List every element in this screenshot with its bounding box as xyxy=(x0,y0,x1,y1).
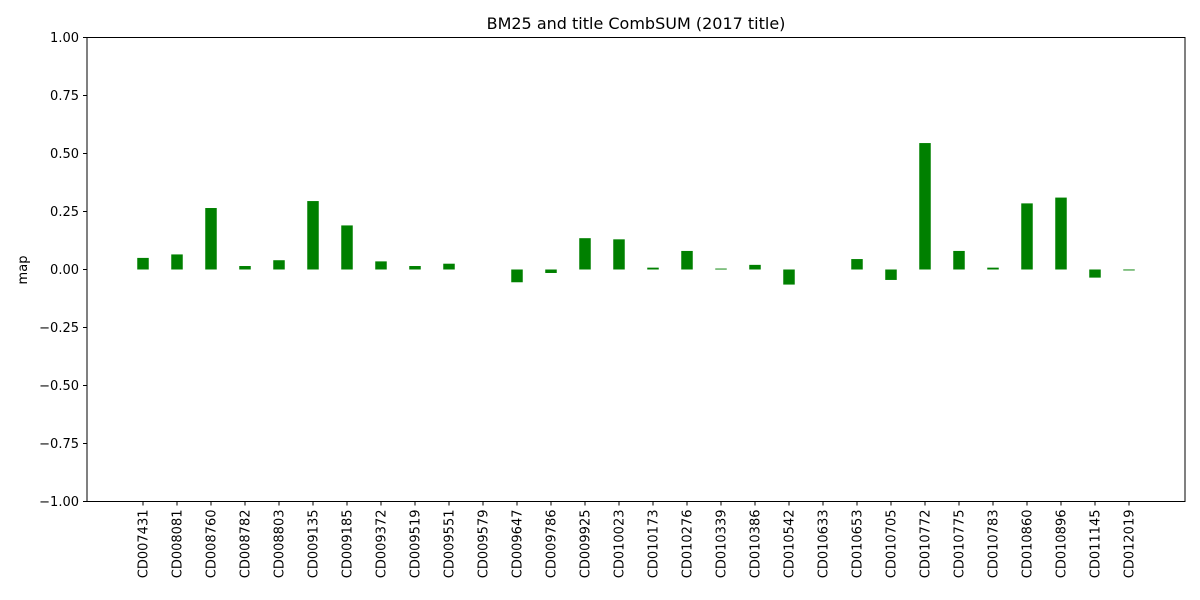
bar xyxy=(171,254,183,270)
x-tick-label: CD011145 xyxy=(1089,510,1104,579)
y-tick-label: −1.00 xyxy=(39,495,79,510)
y-tick-label: 0.00 xyxy=(50,263,79,278)
bar xyxy=(341,225,353,270)
bar xyxy=(375,261,387,270)
bar xyxy=(1089,269,1101,278)
x-tick-label: CD010633 xyxy=(817,510,832,579)
x-tick-label: CD007431 xyxy=(137,510,152,579)
bar xyxy=(409,266,421,270)
x-tick-label: CD008803 xyxy=(273,510,288,579)
bar xyxy=(953,250,965,270)
x-tick-label: CD009647 xyxy=(511,510,526,579)
x-tick-label: CD010775 xyxy=(953,510,968,579)
chart-title: BM25 and title CombSUM (2017 title) xyxy=(487,14,786,33)
y-axis-label: map xyxy=(16,256,31,285)
bar xyxy=(885,269,897,280)
x-tick-label: CD010653 xyxy=(851,510,866,579)
y-tick-label: 0.25 xyxy=(50,205,79,220)
x-tick-label: CD009579 xyxy=(477,510,492,579)
y-tick-label: −0.50 xyxy=(39,379,79,394)
bar xyxy=(137,257,149,270)
y-tick-label: 0.50 xyxy=(50,147,79,162)
x-axis: CD007431 CD008081 CD008760 CD008782 CD008803… xyxy=(137,501,1138,579)
bar xyxy=(205,208,217,270)
x-tick-label: CD012019 xyxy=(1123,510,1138,579)
y-tick-label: 1.00 xyxy=(50,31,79,46)
x-tick-label: CD010542 xyxy=(783,510,798,579)
bar xyxy=(273,260,285,270)
x-tick-label: CD010705 xyxy=(885,510,900,579)
plot-frame xyxy=(86,37,1186,502)
x-tick-label: CD010783 xyxy=(987,510,1002,579)
x-tick-label: CD010860 xyxy=(1021,510,1036,579)
bar xyxy=(715,268,727,270)
bar xyxy=(851,259,863,270)
bar xyxy=(647,267,659,270)
bar xyxy=(919,143,931,270)
x-tick-label: CD009519 xyxy=(409,510,424,579)
bar xyxy=(545,269,557,273)
bars-group xyxy=(137,143,1135,285)
x-tick-label: CD010896 xyxy=(1055,510,1070,579)
bar xyxy=(987,267,999,270)
bar xyxy=(443,263,455,270)
x-tick-label: CD009135 xyxy=(307,510,322,579)
bar xyxy=(1123,269,1135,271)
bar xyxy=(613,239,625,270)
x-tick-label: CD008081 xyxy=(171,510,186,579)
bar xyxy=(783,269,795,285)
x-tick-label: CD008760 xyxy=(205,510,220,579)
bar xyxy=(1055,197,1067,270)
x-tick-label: CD009786 xyxy=(545,510,560,579)
bar xyxy=(681,250,693,270)
bar xyxy=(239,266,251,270)
y-tick-label: −0.75 xyxy=(39,437,79,452)
x-tick-label: CD010772 xyxy=(919,510,934,579)
y-axis: −1.00 −0.75 −0.50 −0.25 0.00 0.25 0.50 0.75 1.00 xyxy=(39,31,87,510)
x-tick-label: CD008782 xyxy=(239,510,254,579)
bar xyxy=(511,269,523,283)
x-tick-label: CD009925 xyxy=(579,510,594,579)
x-tick-label: CD009372 xyxy=(375,510,390,579)
x-tick-label: CD010339 xyxy=(715,510,730,579)
x-tick-label: CD010023 xyxy=(613,510,628,579)
y-tick-label: 0.75 xyxy=(50,89,79,104)
x-tick-label: CD009185 xyxy=(341,510,356,579)
y-tick-label: −0.25 xyxy=(39,321,79,336)
bar xyxy=(307,201,319,270)
x-tick-label: CD010276 xyxy=(681,510,696,579)
x-tick-label: CD009551 xyxy=(443,510,458,579)
bar xyxy=(1021,203,1033,270)
bar xyxy=(579,238,591,270)
x-tick-label: CD010173 xyxy=(647,510,662,579)
bar xyxy=(749,264,761,270)
x-tick-label: CD010386 xyxy=(749,510,764,579)
